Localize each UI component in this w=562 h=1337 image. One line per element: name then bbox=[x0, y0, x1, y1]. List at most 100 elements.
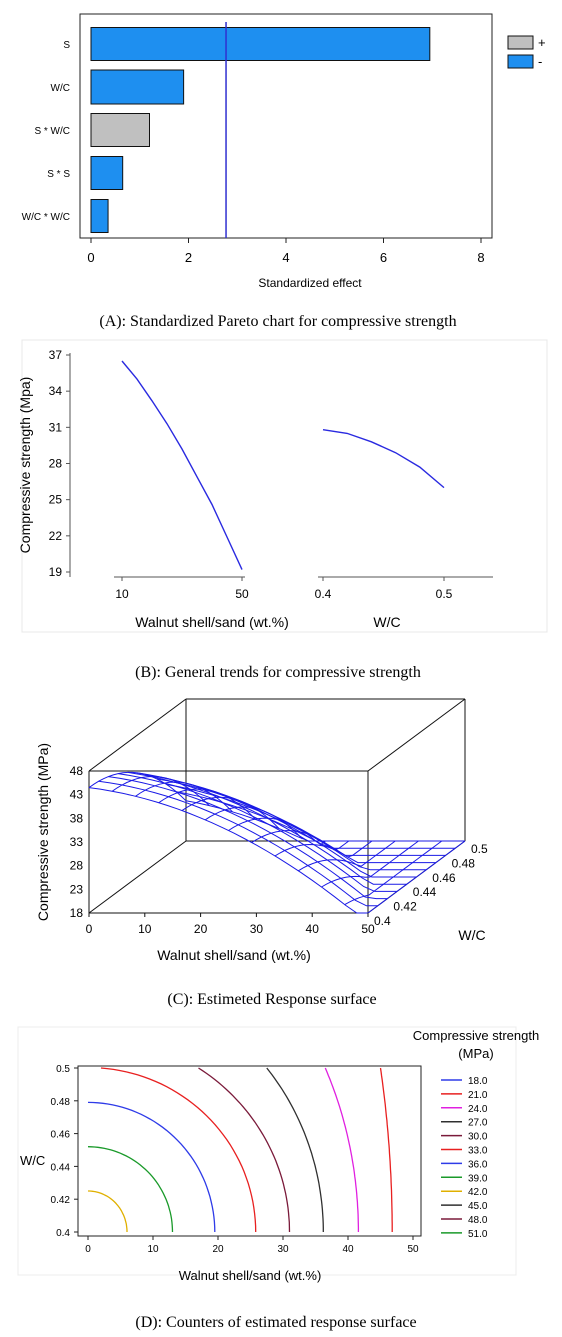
contour-y-tick-label: 0.42 bbox=[51, 1195, 71, 1206]
contour-legend-label: 24.0 bbox=[468, 1104, 488, 1115]
pareto-x-ticks: 0 2 4 6 8 bbox=[87, 238, 485, 265]
pareto-x-tick-label: 4 bbox=[282, 250, 289, 265]
caption-b: (B): General trends for compressive stre… bbox=[135, 664, 421, 681]
contour-y-tick-label: 0.46 bbox=[51, 1130, 71, 1141]
surface-z-tick-label: 48 bbox=[70, 764, 84, 778]
trends-y-tick-label: 22 bbox=[49, 529, 63, 543]
contour-legend-label: 27.0 bbox=[468, 1118, 488, 1129]
surface-z-tick-label: 28 bbox=[70, 859, 84, 873]
surface-box-edge bbox=[88, 698, 187, 772]
surface-x-tick-label: 20 bbox=[194, 922, 208, 936]
surface-x-tick-label: 0 bbox=[86, 922, 93, 936]
trends-frame bbox=[21, 339, 548, 633]
surface-mesh-line bbox=[118, 773, 398, 892]
contour-x-tick-label: 30 bbox=[277, 1244, 289, 1255]
pareto-chart: S W/C S * W/C S * S W/C * W/C 0 2 4 6 8 Standard… bbox=[22, 13, 546, 330]
pareto-legend-label: - bbox=[538, 54, 542, 69]
surface-z-axis-label: Compressive strength (MPa) bbox=[35, 743, 51, 921]
trends-x-label-walnut: Walnut shell/sand (wt.%) bbox=[135, 614, 289, 630]
trends-series bbox=[121, 360, 445, 570]
surface-y-axis-label: W/C bbox=[458, 927, 485, 943]
surface-mesh-line bbox=[88, 787, 368, 914]
pareto-bar bbox=[90, 199, 109, 233]
surface-y-tick-label: 0.44 bbox=[413, 885, 437, 899]
caption-d: (D): Counters of estimated response surf… bbox=[135, 1314, 416, 1331]
caption-a: (A): Standardized Pareto chart for compr… bbox=[99, 313, 456, 330]
contour-line bbox=[87, 1101, 216, 1233]
contour-y-tick-label: 0.5 bbox=[56, 1064, 70, 1075]
pareto-bar bbox=[90, 69, 185, 105]
trends-y-ticks: 19 22 25 28 31 34 37 bbox=[49, 348, 70, 579]
contour-line bbox=[87, 1146, 174, 1233]
pareto-category-label: S * S bbox=[47, 169, 70, 180]
pareto-x-tick-label: 6 bbox=[380, 250, 387, 265]
surface-z-tick-label: 33 bbox=[70, 835, 84, 849]
trends-y-tick-label: 37 bbox=[49, 348, 63, 362]
contour-legend-title-2: (MPa) bbox=[458, 1046, 493, 1061]
surface-y-tick-label: 0.42 bbox=[393, 900, 417, 914]
surface-y-tick-label: 0.46 bbox=[432, 871, 456, 885]
contour-legend-label: 21.0 bbox=[468, 1090, 488, 1101]
contour-line bbox=[324, 1067, 360, 1232]
contour-x-tick-label: 20 bbox=[212, 1244, 224, 1255]
trends-x-tick-label: 10 bbox=[115, 587, 129, 601]
contour-legend-label: 51.0 bbox=[468, 1229, 488, 1240]
surface-ticks: 18 23 28 33 38 43 48 0 10 20 30 40 500.40.420.440.46… bbox=[70, 764, 488, 936]
contour-line bbox=[379, 1067, 393, 1232]
surface-x-axis-label: Walnut shell/sand (wt.%) bbox=[157, 947, 311, 963]
contour-legend-title-1: Compressive strength bbox=[413, 1028, 539, 1043]
surface-x-tick-label: 10 bbox=[138, 922, 152, 936]
contour-legend-label: 45.0 bbox=[468, 1201, 488, 1212]
contour-line bbox=[198, 1067, 291, 1233]
pareto-legend: +- bbox=[507, 35, 546, 69]
surface-mesh-line bbox=[156, 778, 436, 864]
pareto-legend-swatch bbox=[507, 54, 534, 69]
contour-legend-label: 33.0 bbox=[468, 1146, 488, 1157]
contour-plot-area bbox=[77, 1065, 422, 1237]
contour-ticks: 0 10 20 30 40 50 0.4 0.42 0.44 0.46 0.48 0.5 bbox=[51, 1064, 419, 1255]
surface-y-tick-label: 0.48 bbox=[452, 856, 476, 870]
surface-x-tick-label: 40 bbox=[306, 922, 320, 936]
pareto-category-label: W/C * W/C bbox=[22, 212, 70, 223]
pareto-x-tick-label: 8 bbox=[477, 250, 484, 265]
surface-mesh-line bbox=[166, 784, 446, 856]
contour-y-tick-label: 0.4 bbox=[56, 1228, 70, 1239]
trends-y-tick-label: 19 bbox=[49, 565, 63, 579]
surface-box bbox=[88, 698, 466, 914]
trends-y-tick-label: 28 bbox=[49, 457, 63, 471]
pareto-bar bbox=[90, 156, 124, 190]
contour-legend-label: 39.0 bbox=[468, 1173, 488, 1184]
surface-z-tick-label: 43 bbox=[70, 788, 84, 802]
pareto-category-label: W/C bbox=[51, 83, 70, 94]
surface-y-tick-label: 0.5 bbox=[471, 842, 488, 856]
surface-z-tick-label: 18 bbox=[70, 906, 84, 920]
surface-mesh-line bbox=[176, 791, 456, 849]
pareto-bar bbox=[90, 27, 431, 61]
contour-line bbox=[266, 1067, 324, 1232]
contour-x-tick-label: 10 bbox=[147, 1244, 159, 1255]
pareto-category-labels: S W/C S * W/C S * S W/C * W/C bbox=[22, 40, 71, 223]
surface-mesh-line bbox=[127, 771, 407, 885]
contour-x-axis-label: Walnut shell/sand (wt.%) bbox=[179, 1268, 322, 1283]
surface-z-tick-label: 38 bbox=[70, 811, 84, 825]
contour-legend: 18.0 21.0 24.0 27.0 30.0 33.0 36.0 39.0 42.0 45.0… bbox=[441, 1076, 488, 1240]
contour-y-axis-label: W/C bbox=[20, 1153, 45, 1168]
trends-y-tick-label: 34 bbox=[49, 384, 63, 398]
contour-legend-label: 48.0 bbox=[468, 1215, 488, 1226]
surface-mesh bbox=[88, 771, 466, 914]
contour-x-tick-label: 50 bbox=[407, 1244, 419, 1255]
caption-c: (C): Estimeted Response surface bbox=[167, 991, 376, 1008]
pareto-legend-label: + bbox=[538, 35, 546, 50]
trends-chart: 19 22 25 28 31 34 37 10 50 0.4 0.5 Compressive st… bbox=[17, 339, 548, 681]
surface-x-tick-label: 30 bbox=[250, 922, 264, 936]
surface-mesh-line bbox=[98, 780, 378, 907]
contour-legend-label: 36.0 bbox=[468, 1159, 488, 1170]
contour-legend-label: 42.0 bbox=[468, 1187, 488, 1198]
trends-x-tick-label: 50 bbox=[235, 587, 249, 601]
contour-legend-label: 30.0 bbox=[468, 1132, 488, 1143]
contour-y-tick-label: 0.48 bbox=[51, 1097, 71, 1108]
trends-x-ticks: 10 50 0.4 0.5 bbox=[115, 577, 453, 601]
contour-lines bbox=[87, 1067, 393, 1233]
pareto-x-tick-label: 0 bbox=[87, 250, 94, 265]
